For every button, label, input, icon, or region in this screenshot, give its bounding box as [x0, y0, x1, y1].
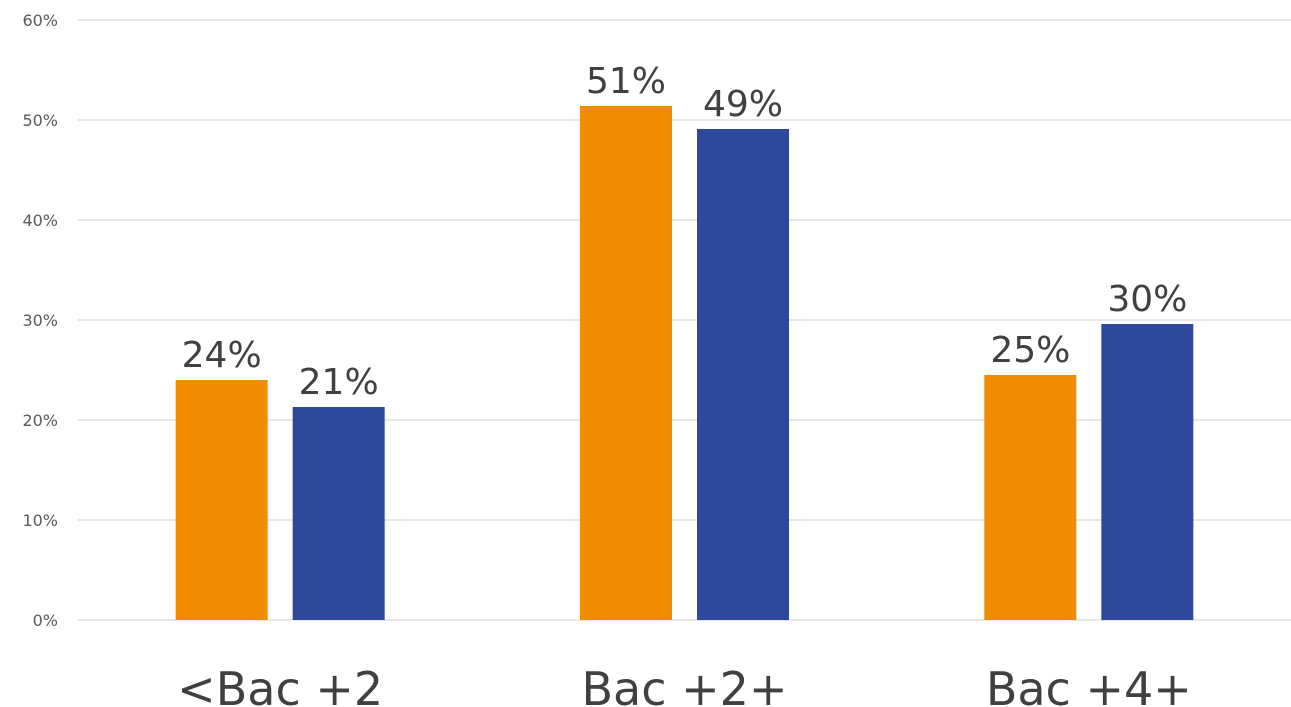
bar-series-2-2	[697, 129, 789, 620]
data-label: 24%	[182, 335, 262, 376]
x-tick-label: Bac +4+	[986, 662, 1192, 707]
bar-series-1-3	[984, 375, 1077, 620]
y-tick-label: 20%	[22, 411, 58, 430]
data-label: 51%	[586, 61, 666, 102]
gridlines	[78, 19, 1291, 621]
data-labels: 24% 21% 51% 49% 25% 30%	[182, 61, 1188, 403]
bar-series-2-1	[292, 407, 385, 620]
bar-series-1-1	[175, 380, 268, 620]
y-tick-label: 60%	[22, 11, 58, 30]
bar-series-1-2	[580, 106, 672, 620]
x-axis-tick-labels: <Bac +2 Bac +2+ Bac +4+	[177, 662, 1192, 707]
bar-series-2-3	[1101, 324, 1194, 620]
data-label: 21%	[299, 362, 379, 403]
x-tick-label: Bac +2+	[581, 662, 787, 707]
y-tick-label: 40%	[22, 211, 58, 230]
data-label: 49%	[703, 84, 783, 125]
x-tick-label: <Bac +2	[177, 662, 383, 707]
y-tick-label: 30%	[22, 311, 58, 330]
y-tick-label: 50%	[22, 111, 58, 130]
y-axis-tick-labels: 0% 10% 20% 30% 40% 50% 60%	[22, 11, 58, 630]
data-label: 30%	[1107, 279, 1187, 320]
y-tick-label: 10%	[22, 511, 58, 530]
data-label: 25%	[990, 330, 1070, 371]
bars	[175, 106, 1194, 620]
y-tick-label: 0%	[33, 611, 58, 630]
